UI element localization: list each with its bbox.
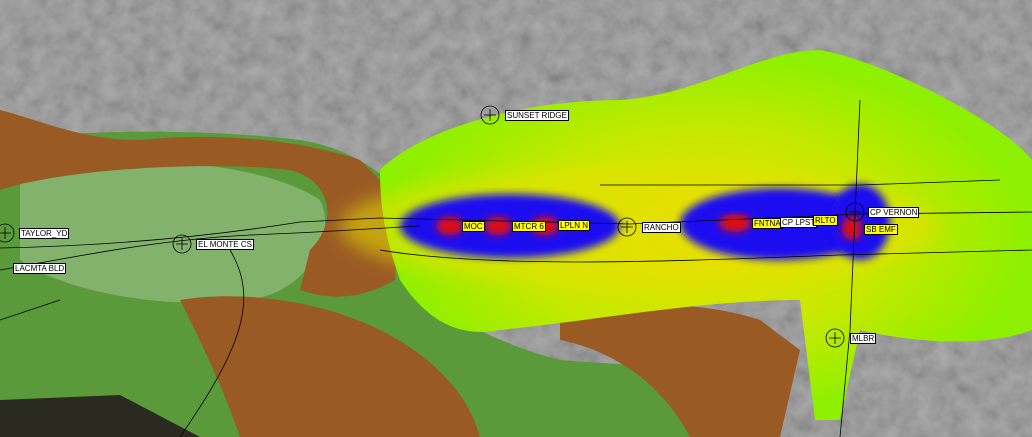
site-label-cp-lpst[interactable]: CP LPST — [780, 217, 818, 228]
site-markers — [0, 105, 865, 348]
site-label-rlto[interactable]: RLTO — [813, 215, 838, 226]
site-label-taylor-yd[interactable]: TAYLOR_YD — [19, 228, 70, 239]
site-label-mtcr-6[interactable]: MTCR 6 — [512, 221, 546, 232]
site-label-el-monte-cs[interactable]: EL MONTE CS — [196, 239, 254, 250]
site-label-lacmta-bld[interactable]: LACMTA BLD — [13, 263, 67, 274]
site-label-mlbr[interactable]: MLBR — [850, 333, 877, 344]
road-lines — [0, 99, 1032, 437]
pale-valley — [20, 162, 326, 303]
brown-hills — [0, 110, 400, 297]
site-label-cp-vernon[interactable]: CP VERNON — [868, 207, 920, 218]
site-label-sunset-ridge[interactable]: SUNSET RIDGE — [505, 110, 569, 121]
site-label-sb-emf[interactable]: SB EMF — [864, 224, 898, 235]
site-label-fntna[interactable]: FNTNA — [752, 218, 783, 229]
site-label-moc[interactable]: MOC — [462, 221, 485, 232]
site-label-lpln-n[interactable]: LPLN N — [558, 220, 591, 231]
site-label-rancho[interactable]: RANCHO — [642, 222, 681, 233]
